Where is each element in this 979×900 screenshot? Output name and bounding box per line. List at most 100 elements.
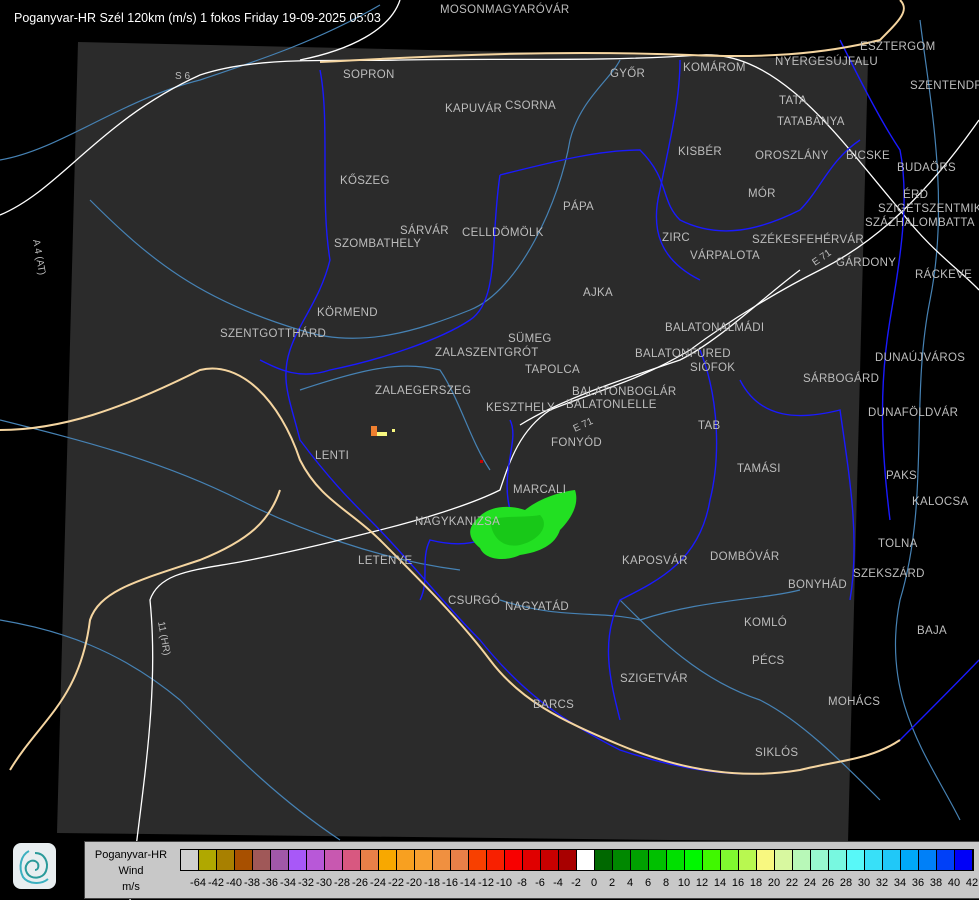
logo xyxy=(13,843,56,889)
city-label: BARCS xyxy=(533,699,574,711)
legend-tick-label: 30 xyxy=(857,877,871,889)
legend-color-box xyxy=(667,850,685,870)
legend-tick-label: 24 xyxy=(803,877,817,889)
legend-tick-label: -64 xyxy=(190,877,206,889)
legend-color-box xyxy=(631,850,649,870)
legend-quantity: Wind xyxy=(118,865,144,877)
city-label: ZIRC xyxy=(662,232,690,244)
legend-tick-label: -30 xyxy=(316,877,332,889)
city-label: KOMÁROM xyxy=(683,61,746,74)
legend-tick-label: 14 xyxy=(713,877,727,889)
city-label: BICSKE xyxy=(846,150,890,162)
legend-color-box xyxy=(433,850,451,870)
city-label: SZÁZHALOMBATTA xyxy=(865,216,975,229)
city-label: MOHÁCS xyxy=(828,695,880,708)
legend-title: Poganyvar-HR Wind m/s xyxy=(85,847,177,895)
city-label: FONYÓD xyxy=(551,436,602,449)
radar-coverage-area xyxy=(57,42,868,842)
city-label: ESZTERGOM xyxy=(860,41,936,53)
city-label: SZENTENDRE xyxy=(910,80,979,92)
city-label: LETENYE xyxy=(358,555,413,567)
legend-color-box xyxy=(235,850,253,870)
city-label: TAPOLCA xyxy=(525,364,580,376)
legend-color-box xyxy=(307,850,325,870)
legend-color-box xyxy=(397,850,415,870)
city-label: ZALASZENTGRÓT xyxy=(435,346,539,359)
city-label: DUNAÚJVÁROS xyxy=(875,351,965,364)
city-label: KAPOSVÁR xyxy=(622,554,688,567)
city-label: TOLNA xyxy=(878,538,918,550)
color-legend: Poganyvar-HR Wind m/s -64 -42 -40 -38 -36 -34… xyxy=(84,841,979,899)
legend-tick-label: -10 xyxy=(496,877,512,889)
city-label: RÁCKEVE xyxy=(915,268,972,281)
legend-color-box xyxy=(613,850,631,870)
legend-tick-label: 4 xyxy=(626,877,634,889)
legend-tick-label: 34 xyxy=(893,877,907,889)
legend-tick-label: -42 xyxy=(208,877,224,889)
wind-echo-small xyxy=(392,429,395,432)
city-label: BALATONBOGLÁR xyxy=(572,385,676,398)
legend-color-box xyxy=(811,850,829,870)
legend-color-box xyxy=(541,850,559,870)
legend-color-box xyxy=(523,850,541,870)
legend-tick-label: -28 xyxy=(334,877,350,889)
legend-tick-label: -4 xyxy=(553,877,563,889)
legend-tick-label: 6 xyxy=(644,877,652,889)
legend-color-box xyxy=(343,850,361,870)
legend-tick-label: -8 xyxy=(517,877,527,889)
city-label: BALATONALMÁDI xyxy=(665,321,764,334)
legend-color-box xyxy=(325,850,343,870)
city-label: TAMÁSI xyxy=(737,462,781,475)
legend-tick-label: 42 xyxy=(965,877,979,889)
wind-echo-small xyxy=(377,432,387,436)
city-label: SÁRBOGÁRD xyxy=(803,372,879,385)
legend-tick-label: 26 xyxy=(821,877,835,889)
legend-tick-label: -32 xyxy=(298,877,314,889)
legend-tick-label: 36 xyxy=(911,877,925,889)
map-title: Poganyvar-HR Szél 120km (m/s) 1 fokos Fr… xyxy=(14,11,381,25)
legend-color-box xyxy=(793,850,811,870)
city-label: MARCALI xyxy=(513,484,566,496)
city-label: TAB xyxy=(698,420,720,432)
legend-tick-label: 0 xyxy=(590,877,598,889)
legend-color-box xyxy=(721,850,739,870)
city-labels: MOSONMAGYARÓVÁR SOPRON GYŐR KOMÁROM ESZTERGO… xyxy=(220,3,979,759)
legend-color-scale xyxy=(180,849,974,871)
legend-color-box xyxy=(577,850,595,870)
city-label: SIKLÓS xyxy=(755,746,798,759)
legend-color-box xyxy=(649,850,667,870)
legend-tick-label: -38 xyxy=(244,877,260,889)
legend-tick-label: -24 xyxy=(370,877,386,889)
city-label: BUDAÖRS xyxy=(897,162,956,174)
legend-tick-label: -2 xyxy=(571,877,581,889)
legend-tick-label: 2 xyxy=(608,877,616,889)
legend-color-box xyxy=(829,850,847,870)
city-label: ÉRD xyxy=(903,188,928,201)
city-label: SZEKSZÁRD xyxy=(853,567,925,580)
city-label: SZÉKESFEHÉRVÁR xyxy=(752,233,864,246)
legend-color-box xyxy=(595,850,613,870)
legend-color-box xyxy=(451,850,469,870)
legend-tick-label: -12 xyxy=(478,877,494,889)
legend-color-box xyxy=(199,850,217,870)
legend-color-box xyxy=(379,850,397,870)
city-label: PÉCS xyxy=(752,654,785,667)
legend-tick-label: 28 xyxy=(839,877,853,889)
legend-tick-label: -22 xyxy=(388,877,404,889)
legend-color-box xyxy=(955,850,973,870)
wind-echo-core xyxy=(490,515,544,546)
city-label: CSURGÓ xyxy=(448,594,500,607)
swirl-logo-icon xyxy=(19,850,49,884)
legend-color-box xyxy=(271,850,289,870)
legend-tick-label: 16 xyxy=(731,877,745,889)
legend-tick-label: 8 xyxy=(662,877,670,889)
city-label: DUNAFÖLDVÁR xyxy=(868,406,958,419)
legend-color-box xyxy=(919,850,937,870)
city-label: NAGYKANIZSA xyxy=(415,516,500,528)
city-label: SIÓFOK xyxy=(690,361,735,374)
city-label: SOPRON xyxy=(343,69,395,81)
legend-color-box xyxy=(487,850,505,870)
city-label: VÁRPALOTA xyxy=(690,249,760,262)
